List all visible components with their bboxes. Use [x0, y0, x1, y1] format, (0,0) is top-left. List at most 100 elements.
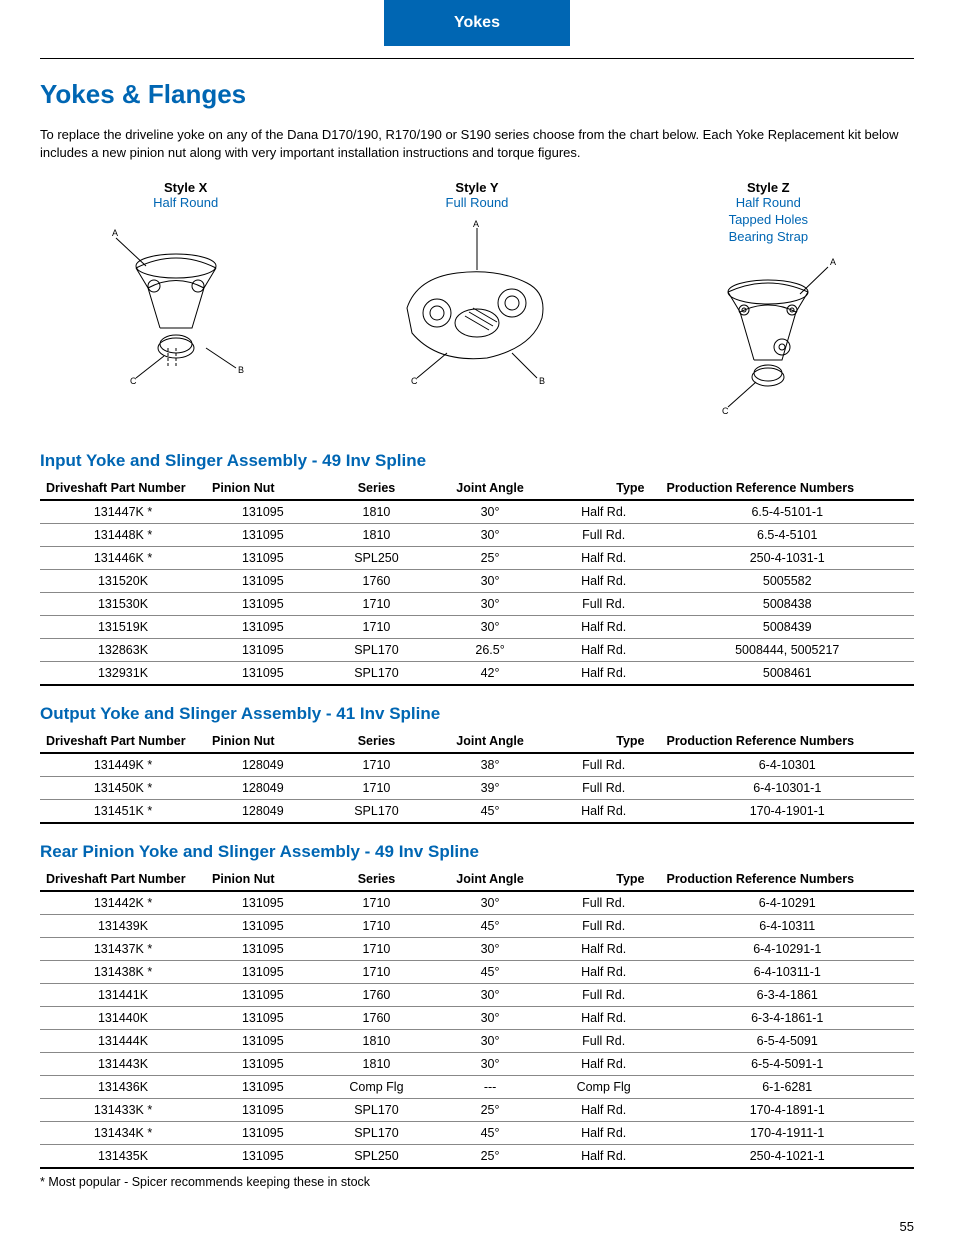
cell-part: 131530K: [40, 593, 206, 616]
data-table: Driveshaft Part NumberPinion NutSeriesJo…: [40, 730, 914, 824]
table-row: 131433K *131095SPL17025°Half Rd.170-4-18…: [40, 1099, 914, 1122]
cell-type: Half Rd.: [547, 1053, 661, 1076]
cell-type: Half Rd.: [547, 500, 661, 524]
cell-series: Comp Flg: [320, 1076, 434, 1099]
section-title: Output Yoke and Slinger Assembly - 41 In…: [40, 704, 914, 724]
col-header-nut: Pinion Nut: [206, 868, 320, 891]
col-header-part: Driveshaft Part Number: [40, 868, 206, 891]
table-row: 131441K131095176030°Full Rd.6-3-4-1861: [40, 984, 914, 1007]
cell-ref: 6-5-4-5091-1: [660, 1053, 914, 1076]
cell-type: Half Rd.: [547, 639, 661, 662]
section-title: Rear Pinion Yoke and Slinger Assembly - …: [40, 842, 914, 862]
cell-ref: 6-4-10311-1: [660, 961, 914, 984]
cell-type: Full Rd.: [547, 1030, 661, 1053]
cell-angle: 30°: [433, 891, 547, 915]
cell-nut: 131095: [206, 570, 320, 593]
cell-part: 131520K: [40, 570, 206, 593]
cell-series: 1760: [320, 570, 434, 593]
cell-nut: 131095: [206, 593, 320, 616]
cell-nut: 128049: [206, 777, 320, 800]
table-row: 131448K *131095181030°Full Rd.6.5-4-5101: [40, 524, 914, 547]
header-divider: [40, 58, 914, 59]
cell-nut: 131095: [206, 1007, 320, 1030]
table-row: 131450K *128049171039°Full Rd.6-4-10301-…: [40, 777, 914, 800]
cell-nut: 128049: [206, 800, 320, 824]
cell-part: 131438K *: [40, 961, 206, 984]
table-row: 131444K131095181030°Full Rd.6-5-4-5091: [40, 1030, 914, 1053]
cell-type: Half Rd.: [547, 938, 661, 961]
table-row: 131449K *128049171038°Full Rd.6-4-10301: [40, 753, 914, 777]
cell-ref: 6-4-10301-1: [660, 777, 914, 800]
cell-part: 131434K *: [40, 1122, 206, 1145]
cell-nut: 128049: [206, 753, 320, 777]
cell-series: 1710: [320, 961, 434, 984]
col-header-type: Type: [547, 868, 661, 891]
cell-type: Full Rd.: [547, 891, 661, 915]
cell-part: 131443K: [40, 1053, 206, 1076]
svg-text:B: B: [238, 365, 244, 375]
cell-series: 1710: [320, 753, 434, 777]
cell-nut: 131095: [206, 616, 320, 639]
table-row: 132931K131095SPL17042°Half Rd.5008461: [40, 662, 914, 686]
cell-ref: 6-4-10291: [660, 891, 914, 915]
cell-angle: 30°: [433, 1053, 547, 1076]
style-y-diagram: A C B: [331, 218, 622, 393]
cell-angle: 30°: [433, 1007, 547, 1030]
cell-type: Half Rd.: [547, 961, 661, 984]
cell-ref: 6-5-4-5091: [660, 1030, 914, 1053]
cell-angle: 30°: [433, 616, 547, 639]
style-y-col: Style Y Full Round A C: [331, 180, 622, 427]
table-row: 131443K131095181030°Half Rd.6-5-4-5091-1: [40, 1053, 914, 1076]
cell-angle: 25°: [433, 1099, 547, 1122]
cell-part: 132863K: [40, 639, 206, 662]
cell-type: Full Rd.: [547, 984, 661, 1007]
cell-nut: 131095: [206, 1076, 320, 1099]
table-row: 131440K131095176030°Half Rd.6-3-4-1861-1: [40, 1007, 914, 1030]
table-row: 131442K *131095171030°Full Rd.6-4-10291: [40, 891, 914, 915]
cell-ref: 5008439: [660, 616, 914, 639]
cell-nut: 131095: [206, 639, 320, 662]
style-z-sub: Half RoundTapped HolesBearing Strap: [623, 195, 914, 246]
table-row: 131451K *128049SPL17045°Half Rd.170-4-19…: [40, 800, 914, 824]
table-row: 131439K131095171045°Full Rd.6-4-10311: [40, 915, 914, 938]
cell-nut: 131095: [206, 662, 320, 686]
cell-type: Full Rd.: [547, 593, 661, 616]
data-table: Driveshaft Part NumberPinion NutSeriesJo…: [40, 477, 914, 686]
style-y-sub: Full Round: [331, 195, 622, 212]
col-header-ref: Production Reference Numbers: [660, 477, 914, 500]
cell-nut: 131095: [206, 1053, 320, 1076]
cell-type: Full Rd.: [547, 777, 661, 800]
col-header-angle: Joint Angle: [433, 730, 547, 753]
cell-angle: 30°: [433, 1030, 547, 1053]
cell-angle: 30°: [433, 524, 547, 547]
cell-ref: 6-4-10311: [660, 915, 914, 938]
cell-angle: 39°: [433, 777, 547, 800]
cell-part: 131446K *: [40, 547, 206, 570]
cell-angle: 45°: [433, 961, 547, 984]
cell-ref: 6-3-4-1861: [660, 984, 914, 1007]
cell-angle: 30°: [433, 938, 547, 961]
cell-nut: 131095: [206, 915, 320, 938]
col-header-part: Driveshaft Part Number: [40, 477, 206, 500]
cell-series: 1760: [320, 984, 434, 1007]
style-z-title: Style Z: [623, 180, 914, 195]
table-row: 131519K131095171030°Half Rd.5008439: [40, 616, 914, 639]
col-header-type: Type: [547, 477, 661, 500]
table-row: 131435K131095SPL25025°Half Rd.250-4-1021…: [40, 1145, 914, 1169]
styles-row: Style X Half Round A: [40, 180, 914, 427]
cell-nut: 131095: [206, 547, 320, 570]
cell-type: Half Rd.: [547, 616, 661, 639]
cell-angle: 30°: [433, 593, 547, 616]
cell-ref: 5008461: [660, 662, 914, 686]
cell-ref: 170-4-1891-1: [660, 1099, 914, 1122]
cell-series: 1710: [320, 938, 434, 961]
cell-series: 1710: [320, 915, 434, 938]
style-x-diagram: A B C: [40, 218, 331, 393]
style-z-col: Style Z Half RoundTapped HolesBearing St…: [623, 180, 914, 427]
cell-ref: 170-4-1911-1: [660, 1122, 914, 1145]
cell-ref: 6-3-4-1861-1: [660, 1007, 914, 1030]
section-title: Input Yoke and Slinger Assembly - 49 Inv…: [40, 451, 914, 471]
cell-part: 131450K *: [40, 777, 206, 800]
cell-nut: 131095: [206, 1145, 320, 1169]
style-x-sub: Half Round: [40, 195, 331, 212]
